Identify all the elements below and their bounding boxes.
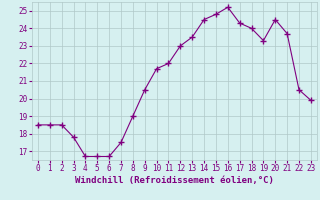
X-axis label: Windchill (Refroidissement éolien,°C): Windchill (Refroidissement éolien,°C) [75,176,274,185]
